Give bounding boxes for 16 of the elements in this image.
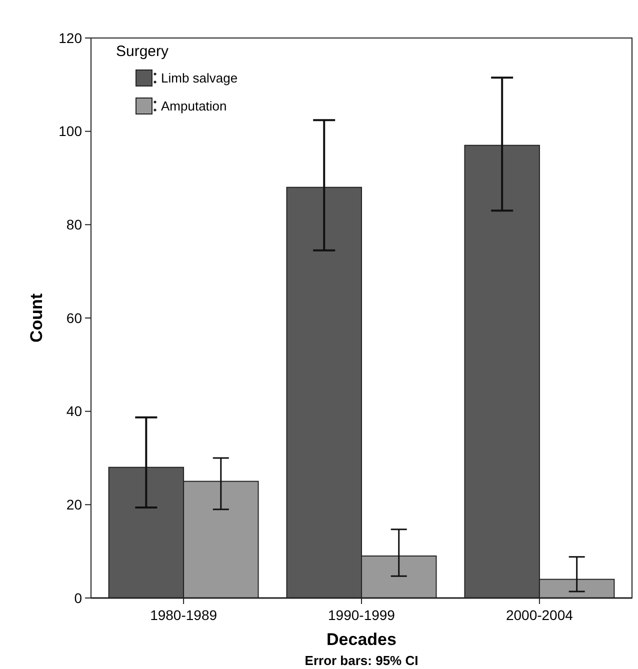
legend-title: Surgery bbox=[116, 43, 170, 60]
y-tick-label: 80 bbox=[66, 216, 82, 233]
y-axis-title: Count bbox=[27, 293, 46, 343]
y-tick-label: 60 bbox=[66, 310, 82, 326]
legend-label: Limb salvage bbox=[161, 70, 238, 86]
text: Error bars: 95% CI bbox=[304, 653, 418, 668]
y-tick-label: 120 bbox=[58, 30, 82, 46]
legend-label: Amputation bbox=[161, 98, 227, 114]
x-axis-title: Decades bbox=[326, 630, 396, 649]
y-tick-label: 20 bbox=[66, 496, 82, 513]
x-tick-label: 2000-2004 bbox=[506, 607, 574, 623]
x-tick-label: 1980-1989 bbox=[150, 607, 218, 623]
y-tick-label: 40 bbox=[66, 403, 82, 420]
y-tick-label: 100 bbox=[58, 123, 82, 140]
y-tick-label: 0 bbox=[74, 590, 82, 606]
x-tick-label: 1990-1999 bbox=[328, 607, 396, 623]
